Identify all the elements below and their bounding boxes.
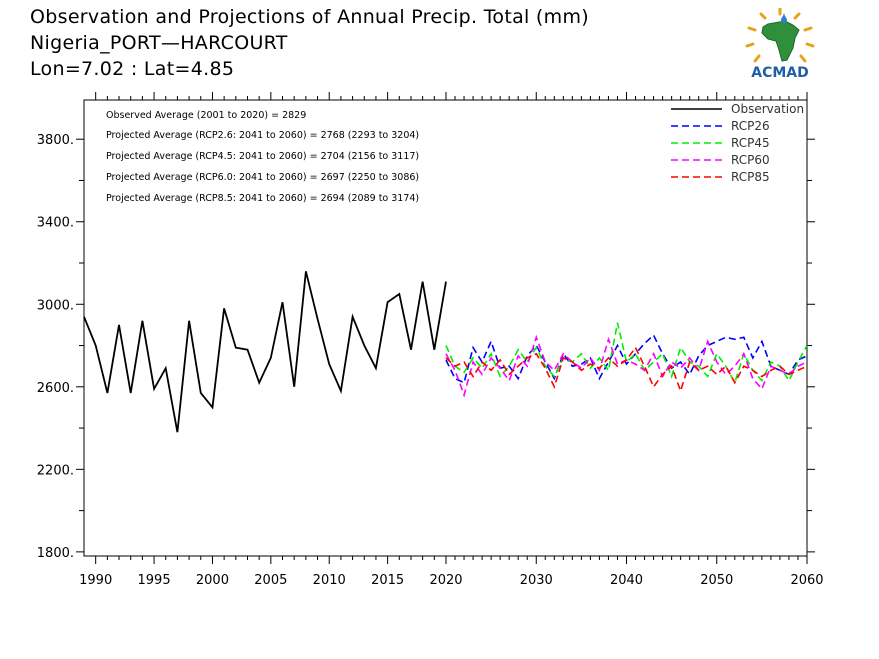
- acmad-logo: ACMAD: [735, 7, 825, 86]
- plot-frame: [83, 99, 808, 557]
- legend-label-rcp60: RCP60: [731, 153, 770, 167]
- legend-label-rcp45: RCP45: [731, 136, 770, 150]
- x-tick-label: 2050: [700, 573, 733, 588]
- x-tick-label: 2030: [520, 573, 553, 588]
- annotation-block: Observed Average (2001 to 2020) = 2829 P…: [106, 110, 419, 204]
- legend-label-rcp85: RCP85: [731, 170, 770, 184]
- y-tick-label: 3800.: [37, 133, 74, 148]
- y-tick-label: 3400.: [37, 216, 74, 231]
- station-name: Nigeria_PORT—HARCOURT: [30, 32, 288, 54]
- annotation-rcp45-avg: Projected Average (RCP4.5: 2041 to 2060)…: [106, 151, 419, 162]
- legend: Observation RCP26 RCP45 RCP60 RCP85: [671, 102, 804, 184]
- africa-map-icon: [745, 7, 815, 63]
- x-tick-label: 1990: [79, 573, 112, 588]
- series-line-rcp26: [445, 333, 808, 384]
- annotation-rcp26-avg: Projected Average (RCP2.6: 2041 to 2060)…: [106, 130, 419, 141]
- x-tick-label: 2010: [313, 573, 346, 588]
- x-tick-label: 2060: [790, 573, 823, 588]
- x-tick-label: 2015: [371, 573, 404, 588]
- x-tick-label: 2020: [429, 573, 462, 588]
- legend-label-observation: Observation: [731, 102, 804, 116]
- y-tick-label: 2200.: [37, 463, 74, 478]
- x-tick-label: 2000: [196, 573, 229, 588]
- legend-label-rcp26: RCP26: [731, 119, 770, 133]
- station-coordinates: Lon=7.02 : Lat=4.85: [30, 58, 235, 80]
- series-line-observation: [83, 271, 447, 433]
- y-tick-label: 1800.: [37, 546, 74, 561]
- x-tick-label: 2040: [610, 573, 643, 588]
- series-line-rcp85: [445, 346, 808, 394]
- annotation-rcp85-avg: Projected Average (RCP8.5: 2041 to 2060)…: [106, 193, 419, 204]
- logo-text: ACMAD: [751, 65, 809, 81]
- annotation-observed-avg: Observed Average (2001 to 2020) = 2829: [106, 110, 306, 121]
- y-tick-label: 2600.: [37, 381, 74, 396]
- x-tick-label: 2005: [254, 573, 287, 588]
- chart-title: Observation and Projections of Annual Pr…: [30, 6, 589, 28]
- annotation-rcp60-avg: Projected Average (RCP6.0: 2041 to 2060)…: [106, 172, 419, 183]
- series-line-rcp45: [445, 322, 808, 385]
- x-tick-label: 1995: [138, 573, 171, 588]
- y-tick-label: 3000.: [37, 298, 74, 313]
